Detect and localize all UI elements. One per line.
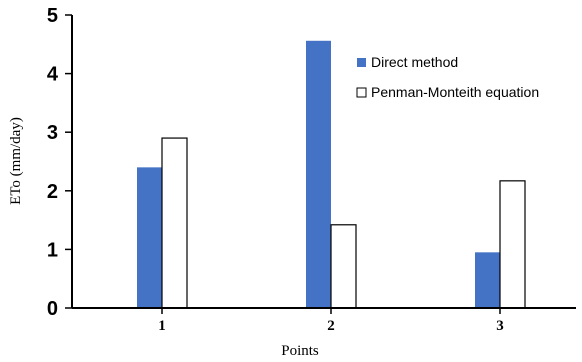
bar-direct-method-2 xyxy=(306,40,331,309)
y-tick-label-4: 4 xyxy=(47,64,59,86)
x-tick-label-2: 2 xyxy=(327,318,335,334)
bar-direct-method-1 xyxy=(137,167,162,308)
legend-swatch-penman-monteith xyxy=(356,87,367,98)
legend-label-penman-monteith: Penman-Monteith equation xyxy=(371,84,539,100)
legend-label-direct-method: Direct method xyxy=(371,54,458,70)
bar-direct-method-3 xyxy=(475,252,500,308)
y-ticks: 0 1 2 3 4 5 xyxy=(47,5,72,320)
bars-layer xyxy=(137,40,526,309)
y-tick-label-0: 0 xyxy=(47,298,58,320)
bar-penman-monteith-3 xyxy=(499,180,526,309)
x-axis-title: Points xyxy=(281,343,319,359)
y-tick-label-3: 3 xyxy=(47,122,58,144)
x-tick-label-1: 1 xyxy=(158,318,166,334)
legend-swatch-direct-method xyxy=(357,58,366,67)
bar-penman-monteith-1 xyxy=(161,137,188,309)
y-tick-label-5: 5 xyxy=(47,5,58,27)
y-axis-title: ETo (mm/day) xyxy=(8,117,24,205)
x-ticks: 1 2 3 xyxy=(158,308,504,334)
y-tick-label-2: 2 xyxy=(47,181,58,203)
bar-penman-monteith-2 xyxy=(330,224,357,309)
legend: Direct method Penman-Monteith equation xyxy=(356,54,539,100)
y-tick-label-1: 1 xyxy=(47,239,58,261)
x-tick-label-3: 3 xyxy=(496,318,504,334)
